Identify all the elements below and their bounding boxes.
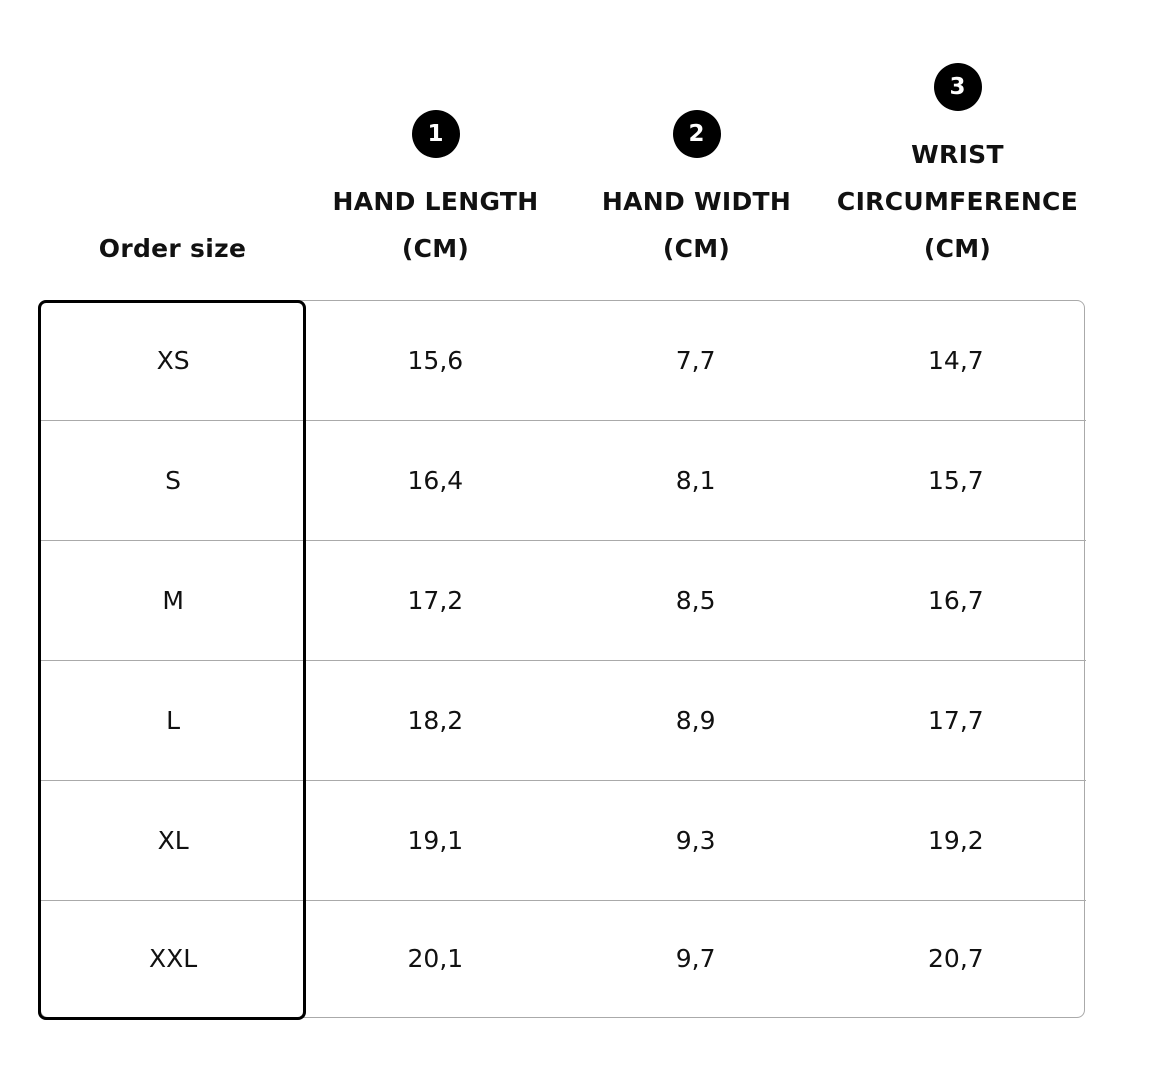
table-row[interactable]: L 18,2 8,9 17,7 xyxy=(41,660,1086,781)
hand-width-cell: 8,1 xyxy=(675,465,716,495)
wrist-circumference-cell: 14,7 xyxy=(928,345,984,375)
header-hand-length: 1 HAND LENGTH (CM) xyxy=(305,110,566,272)
size-table: XS 15,6 7,7 14,7 S 16,4 8,1 15,7 M 17,2 8,5 16,7 L 18… xyxy=(40,300,1086,1018)
size-cell[interactable]: XL xyxy=(157,825,189,855)
table-row[interactable]: M 17,2 8,5 16,7 xyxy=(41,540,1086,661)
table-row[interactable]: XL 19,1 9,3 19,2 xyxy=(41,780,1086,901)
hand-length-cell: 19,1 xyxy=(407,825,464,855)
header-line: (CM) xyxy=(923,234,992,263)
wrist-circumference-cell: 20,7 xyxy=(928,944,984,973)
table-row[interactable]: S 16,4 8,1 15,7 xyxy=(41,420,1086,541)
header-order-size: Order size xyxy=(40,225,305,272)
hand-width-cell: 9,7 xyxy=(675,944,716,973)
header-line: HAND LENGTH xyxy=(332,187,539,216)
hand-width-cell: 8,5 xyxy=(675,585,716,615)
hand-width-cell: 7,7 xyxy=(675,345,716,375)
header-line: HAND WIDTH xyxy=(601,187,792,216)
wrist-circumference-cell: 16,7 xyxy=(928,585,984,615)
header-line: WRIST xyxy=(911,140,1004,169)
hand-length-cell: 18,2 xyxy=(407,705,464,735)
number-badge-icon: 2 xyxy=(672,110,721,158)
header-wrist-circumference: 3 WRIST CIRCUMFERENCE (CM) xyxy=(827,63,1088,272)
table-row[interactable]: XS 15,6 7,7 14,7 xyxy=(41,300,1086,421)
hand-length-cell: 20,1 xyxy=(407,944,464,973)
wrist-circumference-cell: 19,2 xyxy=(928,825,984,855)
hand-length-cell: 16,4 xyxy=(407,465,464,495)
header-line: (CM) xyxy=(401,234,470,263)
size-cell[interactable]: L xyxy=(166,705,181,735)
wrist-circumference-cell: 17,7 xyxy=(928,705,984,735)
hand-length-cell: 15,6 xyxy=(407,345,464,375)
header-hand-width: 2 HAND WIDTH (CM) xyxy=(566,110,827,272)
hand-length-cell: 17,2 xyxy=(407,585,464,615)
size-cell[interactable]: S xyxy=(165,465,182,495)
size-cell[interactable]: XXL xyxy=(149,944,198,973)
wrist-circumference-cell: 15,7 xyxy=(928,465,984,495)
order-size-label: Order size xyxy=(98,234,247,263)
header-line: (CM) xyxy=(662,234,731,263)
number-badge-icon: 3 xyxy=(933,63,982,111)
hand-width-cell: 8,9 xyxy=(675,705,716,735)
size-cell[interactable]: M xyxy=(162,585,184,615)
table-row[interactable]: XXL 20,1 9,7 20,7 xyxy=(41,900,1086,1017)
size-cell[interactable]: XS xyxy=(156,345,190,375)
hand-width-cell: 9,3 xyxy=(675,825,716,855)
number-badge-icon: 1 xyxy=(411,110,460,158)
header-line: CIRCUMFERENCE xyxy=(836,187,1079,216)
